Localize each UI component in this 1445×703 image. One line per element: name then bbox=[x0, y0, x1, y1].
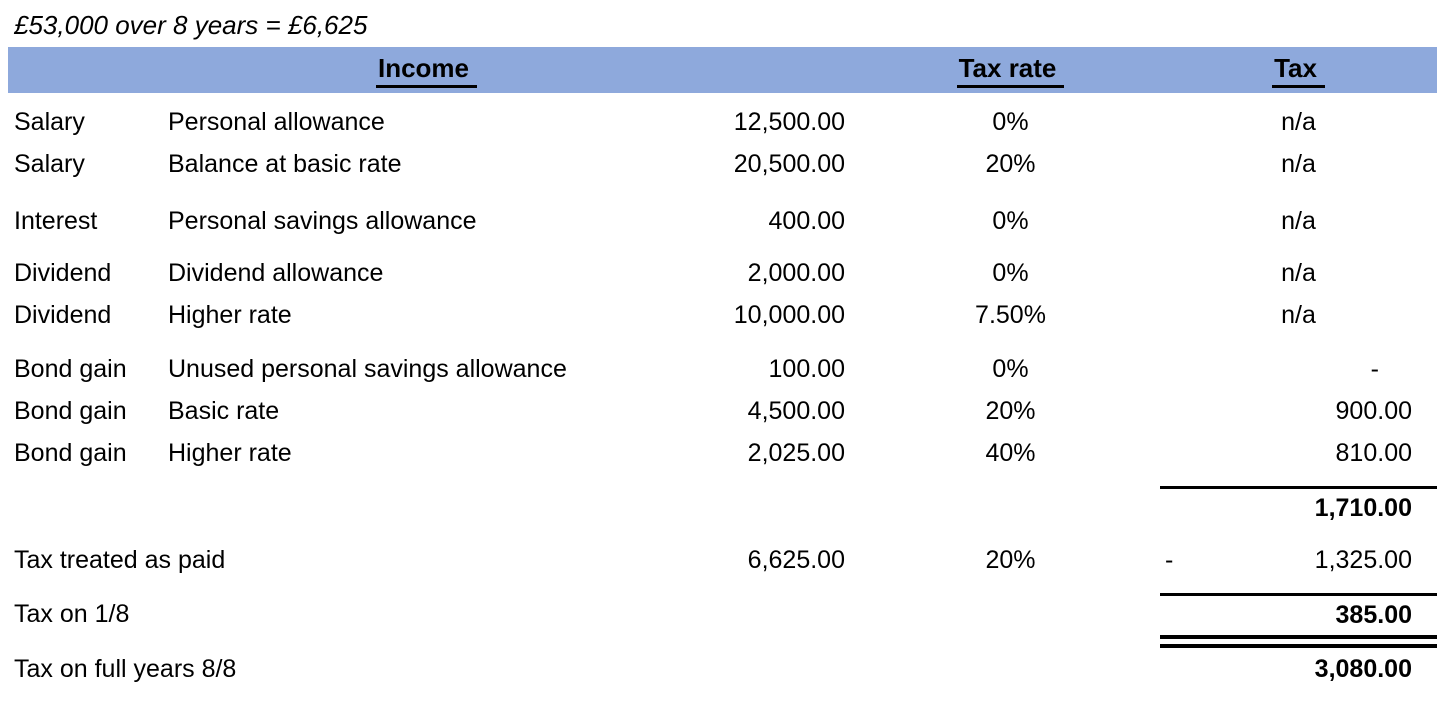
category-cell: Bond gain bbox=[14, 396, 127, 425]
amount-cell: 12,500.00 bbox=[733, 107, 845, 136]
tax-cell: n/a bbox=[1281, 300, 1316, 329]
description-cell: Higher rate bbox=[168, 438, 292, 467]
amount-cell: 2,025.00 bbox=[747, 438, 845, 467]
tax-on-full-years-row: Tax on full years 8/8 3,080.00 bbox=[0, 648, 1445, 690]
tax-rate-cell: 20% bbox=[985, 545, 1036, 574]
row-label: Tax on full years 8/8 bbox=[14, 654, 237, 683]
row-label: Tax on 1/8 bbox=[14, 599, 130, 628]
amount-cell: 10,000.00 bbox=[733, 300, 845, 329]
amount-cell: 100.00 bbox=[768, 354, 845, 383]
table-row-bond-gain-basic-rate: Bond gain Basic rate 4,500.00 20% 900.00 bbox=[0, 390, 1445, 432]
amount-cell: 2,000.00 bbox=[747, 258, 845, 287]
category-cell: Bond gain bbox=[14, 438, 127, 467]
tax-on-one-eighth-value: 385.00 bbox=[1160, 593, 1437, 635]
tax-rate-cell: 20% bbox=[985, 396, 1036, 425]
table-row-dividend-allowance: Dividend Dividend allowance 2,000.00 0% … bbox=[0, 252, 1445, 294]
table-row-dividend-higher-rate: Dividend Higher rate 10,000.00 7.50% n/a bbox=[0, 294, 1445, 336]
row-label: Tax treated as paid bbox=[14, 545, 226, 574]
tax-rate-cell: 7.50% bbox=[975, 300, 1046, 329]
column-header-tax-rate: Tax rate bbox=[845, 53, 1160, 88]
column-header-income: Income bbox=[8, 53, 845, 88]
tax-cell: 810.00 bbox=[1335, 438, 1412, 467]
table-row-bond-gain-unused-psa: Bond gain Unused personal savings allowa… bbox=[0, 348, 1445, 390]
tax-rate-cell: 0% bbox=[992, 206, 1029, 235]
tax-cell: n/a bbox=[1281, 107, 1316, 136]
category-cell: Dividend bbox=[14, 300, 112, 329]
column-header-tax: Tax bbox=[1160, 53, 1437, 88]
amount-cell: 6,625.00 bbox=[747, 545, 845, 574]
tax-cell: 900.00 bbox=[1335, 396, 1412, 425]
tax-rate-cell: 0% bbox=[992, 258, 1029, 287]
tax-on-full-years-value: 3,080.00 bbox=[1314, 654, 1412, 683]
description-cell: Dividend allowance bbox=[168, 258, 384, 287]
tax-rate-cell: 0% bbox=[992, 107, 1029, 136]
category-cell: Dividend bbox=[14, 258, 112, 287]
tax-rate-cell: 0% bbox=[992, 354, 1029, 383]
tax-cell-zero-dash: - bbox=[1370, 354, 1379, 383]
tax-cell: n/a bbox=[1281, 206, 1316, 235]
tax-treated-as-paid-row: Tax treated as paid 6,625.00 20% - 1,325… bbox=[0, 539, 1445, 581]
tax-rate-cell: 20% bbox=[985, 149, 1036, 178]
double-rule bbox=[1160, 635, 1437, 648]
description-cell: Personal allowance bbox=[168, 107, 385, 136]
subtotal-tax-value: 1,710.00 bbox=[1160, 486, 1437, 528]
table-row-salary-basic-rate: Salary Balance at basic rate 20,500.00 2… bbox=[0, 143, 1445, 185]
sheet-title: £53,000 over 8 years = £6,625 bbox=[14, 10, 368, 40]
description-cell: Higher rate bbox=[168, 300, 292, 329]
tax-cell: n/a bbox=[1281, 258, 1316, 287]
table-row-salary-personal-allowance: Salary Personal allowance 12,500.00 0% n… bbox=[0, 101, 1445, 143]
description-cell: Balance at basic rate bbox=[168, 149, 402, 178]
table-row-interest-psa: Interest Personal savings allowance 400.… bbox=[0, 200, 1445, 242]
description-cell: Personal savings allowance bbox=[168, 206, 477, 235]
table-row-bond-gain-higher-rate: Bond gain Higher rate 2,025.00 40% 810.0… bbox=[0, 432, 1445, 474]
description-cell: Basic rate bbox=[168, 396, 280, 425]
subtotal-row: 1,710.00 bbox=[0, 486, 1445, 528]
double-rule-row bbox=[0, 635, 1445, 648]
tax-cell-negative: - 1,325.00 bbox=[1160, 539, 1437, 581]
tax-on-one-eighth-row: Tax on 1/8 385.00 bbox=[0, 593, 1445, 635]
amount-cell: 4,500.00 bbox=[747, 396, 845, 425]
table-header-row: Income Tax rate Tax bbox=[8, 47, 1437, 93]
amount-cell: 20,500.00 bbox=[733, 149, 845, 178]
tax-rate-cell: 40% bbox=[985, 438, 1036, 467]
tax-value: 1,325.00 bbox=[1314, 545, 1412, 574]
minus-sign: - bbox=[1165, 545, 1174, 574]
description-cell: Unused personal savings allowance bbox=[168, 354, 567, 383]
category-cell: Interest bbox=[14, 206, 98, 235]
tax-cell: n/a bbox=[1281, 149, 1316, 178]
category-cell: Salary bbox=[14, 107, 85, 136]
category-cell: Bond gain bbox=[14, 354, 127, 383]
amount-cell: 400.00 bbox=[768, 206, 845, 235]
category-cell: Salary bbox=[14, 149, 85, 178]
